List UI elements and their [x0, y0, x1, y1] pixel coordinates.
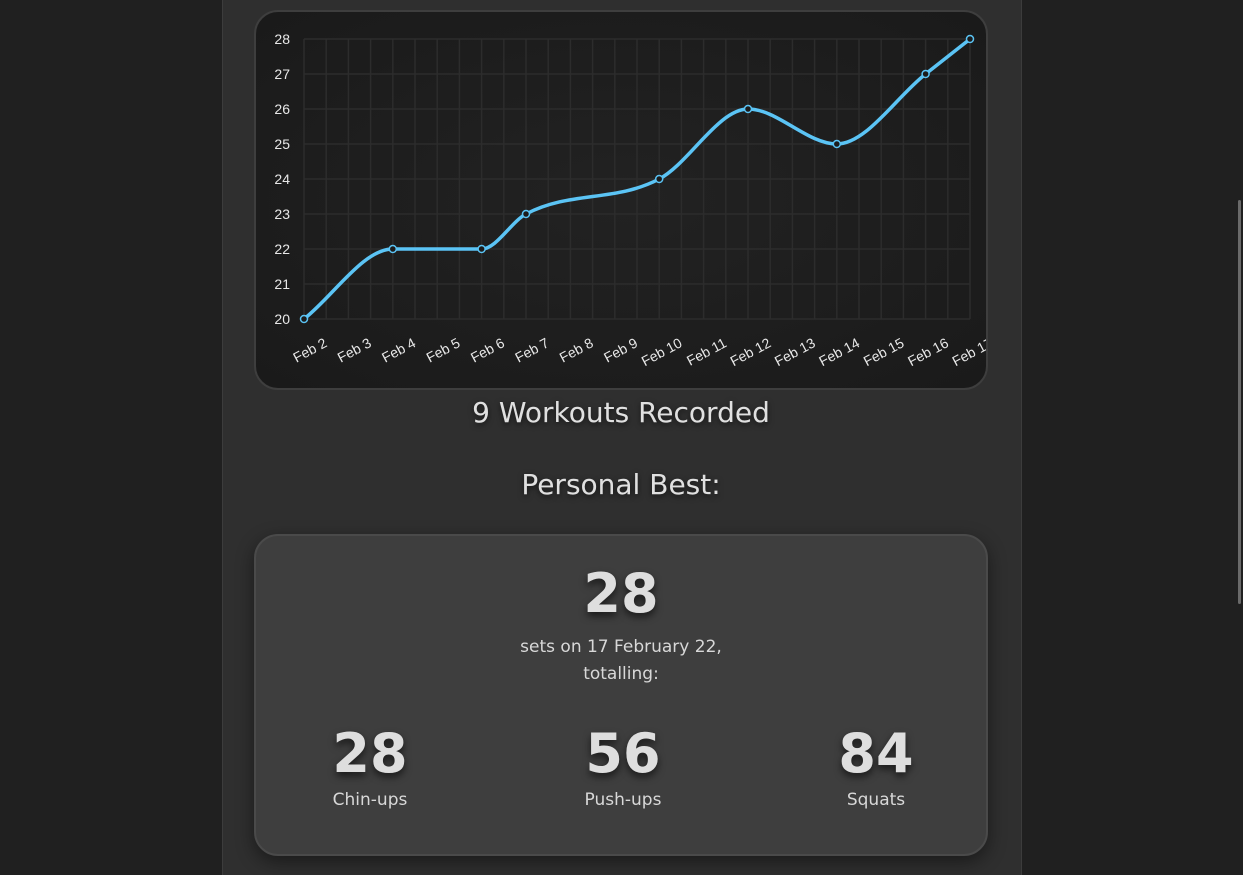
- personal-best-sets: 28: [583, 562, 659, 625]
- y-tick-label: 21: [274, 276, 290, 292]
- x-tick-label: Feb 13: [772, 334, 818, 369]
- stat-label: Squats: [846, 790, 906, 810]
- data-point: [921, 69, 930, 79]
- x-tick-label: Feb 15: [861, 334, 907, 369]
- personal-best-date-text: sets on 17 February 22,: [520, 637, 722, 657]
- x-tick-label: Feb 3: [335, 334, 374, 365]
- data-point: [965, 34, 975, 44]
- data-point: [299, 314, 309, 324]
- x-tick-label: Feb 10: [639, 334, 685, 369]
- x-tick-label: Feb 7: [512, 334, 551, 365]
- stat-value: 28: [332, 722, 408, 785]
- y-tick-label: 20: [274, 311, 290, 327]
- workouts-recorded-text: 9 Workouts Recorded: [472, 396, 770, 429]
- y-tick-label: 23: [274, 206, 290, 222]
- y-tick-label: 24: [274, 171, 290, 187]
- stat-squats: 84 Squats: [776, 722, 976, 810]
- personal-best-description: sets on 17 February 22, totalling:: [256, 634, 986, 688]
- x-tick-label: Feb 5: [423, 334, 462, 365]
- stat-push-ups: 56 Push-ups: [523, 722, 723, 810]
- x-tick-label: Feb 8: [557, 334, 596, 365]
- stat-label: Chin-ups: [332, 790, 408, 810]
- stat-label: Push-ups: [584, 790, 662, 810]
- x-tick-label: Feb 14: [816, 334, 862, 369]
- x-tick-label: Feb 2: [290, 334, 329, 365]
- y-tick-label: 25: [274, 136, 290, 152]
- x-tick-label: Feb 4: [379, 334, 418, 365]
- y-tick-label: 27: [274, 66, 290, 82]
- x-tick-label: Feb 16: [905, 334, 951, 369]
- x-tick-label: Feb 12: [727, 334, 773, 369]
- x-tick-label: Feb 17: [949, 334, 988, 369]
- personal-best-totalling-text: totalling:: [583, 664, 659, 684]
- personal-best-heading: Personal Best:: [521, 468, 721, 501]
- scrollbar-thumb[interactable]: [1238, 200, 1241, 604]
- y-tick-label: 22: [274, 241, 290, 257]
- data-point: [388, 244, 398, 254]
- data-point: [832, 139, 842, 149]
- data-point: [743, 104, 753, 114]
- data-point: [521, 209, 531, 219]
- x-tick-label: Feb 9: [601, 334, 640, 365]
- stat-value: 56: [585, 722, 661, 785]
- x-tick-label: Feb 6: [468, 334, 507, 365]
- stat-chin-ups: 28 Chin-ups: [270, 722, 470, 810]
- stat-value: 84: [838, 722, 914, 785]
- x-tick-label: Feb 11: [684, 334, 729, 368]
- data-point: [654, 174, 664, 184]
- y-tick-label: 28: [274, 31, 290, 47]
- data-point: [477, 244, 486, 254]
- progress-chart-card: 20 21 22 23 24 25 26 27 28 Feb 2 Feb 3 Feb 4 Feb 5 Fe…: [254, 10, 988, 390]
- personal-best-card: 28 sets on 17 February 22, totalling: 28…: [254, 534, 988, 856]
- y-tick-label: 26: [274, 101, 290, 117]
